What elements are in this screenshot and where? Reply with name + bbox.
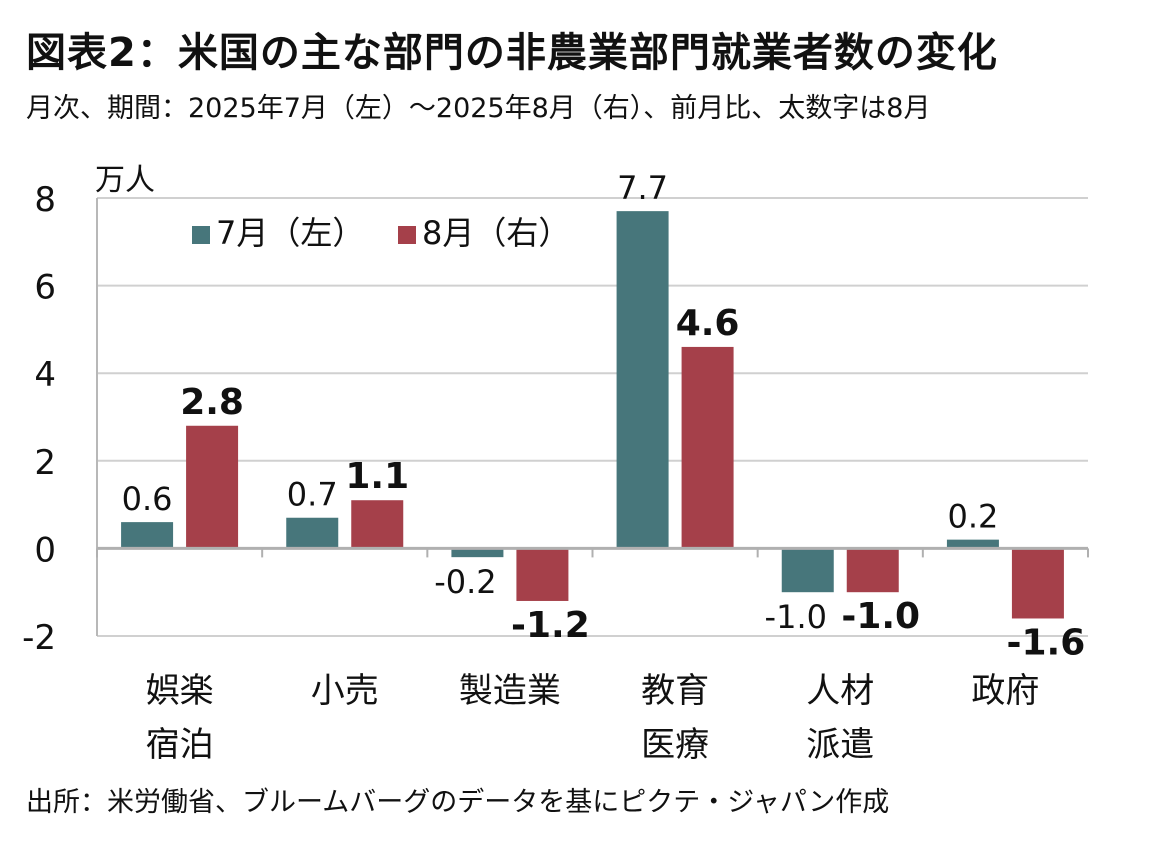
chart-title: 図表2：米国の主な部門の非農業部門就業者数の変化 — [26, 30, 998, 76]
x-category-label: 製造業 — [459, 671, 561, 711]
bar-aug — [516, 548, 569, 601]
bar-jul — [946, 539, 999, 549]
data-label-aug: -1.0 — [841, 596, 920, 637]
y-tick-label: 0 — [34, 530, 56, 570]
y-tick-label: 2 — [34, 443, 56, 483]
y-tick-label: -2 — [22, 618, 56, 658]
bar-jul — [286, 517, 339, 549]
data-label-aug: 4.6 — [676, 303, 740, 344]
legend-label: 8月（右） — [422, 214, 570, 252]
y-tick-label: 4 — [34, 355, 56, 395]
chart-subtitle: 月次、期間：2025年7月（左）～2025年8月（右）、前月比、太数字は8月 — [26, 93, 931, 124]
y-tick-label: 6 — [34, 268, 56, 308]
bar-jul — [781, 548, 834, 593]
data-label-jul: 0.2 — [947, 498, 998, 536]
legend-label: 7月（左） — [216, 214, 364, 252]
data-label-jul: -1.0 — [765, 598, 827, 636]
bar-aug — [681, 346, 734, 549]
x-category-label: 医療 — [641, 725, 709, 765]
y-unit-label: 万人 — [95, 163, 155, 198]
bar-aug — [846, 548, 899, 593]
data-label-aug: -1.6 — [1007, 622, 1086, 663]
data-label-jul: 0.7 — [287, 476, 338, 514]
x-category-label: 娯楽 — [146, 671, 214, 711]
bar-jul — [616, 211, 669, 549]
legend-swatch — [398, 226, 416, 244]
y-tick-label: 8 — [34, 180, 56, 220]
data-label-aug: -1.2 — [511, 605, 590, 646]
x-category-label: 教育 — [641, 671, 709, 711]
data-label-jul: 0.6 — [122, 480, 173, 518]
data-label-jul: -0.2 — [434, 563, 496, 601]
data-label-aug: 2.8 — [180, 382, 244, 423]
x-category-label: 宿泊 — [146, 725, 214, 765]
bar-jul — [121, 522, 174, 549]
x-category-label: 派遣 — [806, 725, 874, 765]
bar-aug — [186, 425, 239, 549]
data-label-jul: 7.7 — [617, 169, 668, 207]
x-category-label: 小売 — [311, 671, 379, 711]
data-label-aug: 1.1 — [345, 456, 409, 497]
bar-aug — [351, 500, 404, 549]
bar-jul — [451, 548, 504, 558]
source-note: 出所：米労働省、ブルームバーグのデータを基にピクテ・ジャパン作成 — [26, 787, 890, 818]
x-category-label: 政府 — [971, 671, 1039, 711]
bar-aug — [1011, 548, 1064, 619]
x-category-label: 人材 — [806, 671, 874, 711]
legend-swatch — [192, 226, 210, 244]
